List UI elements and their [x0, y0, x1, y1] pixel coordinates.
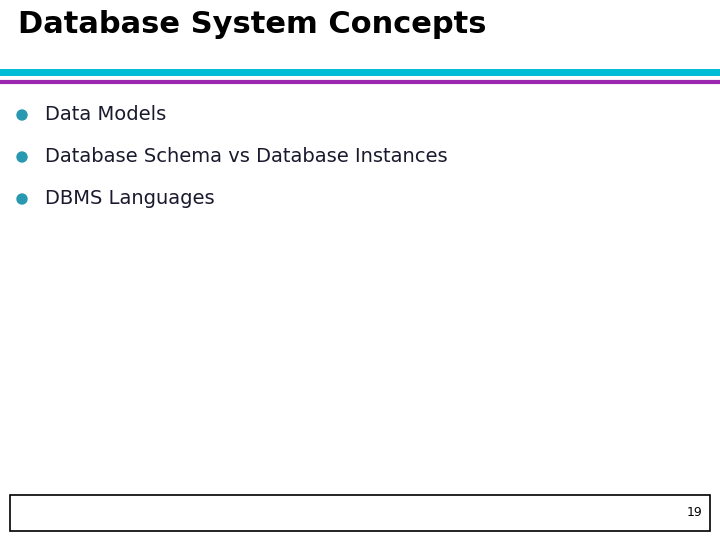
Circle shape — [17, 110, 27, 120]
Text: DBMS Languages: DBMS Languages — [45, 190, 215, 208]
Text: Data Models: Data Models — [45, 105, 166, 125]
Circle shape — [17, 194, 27, 204]
Text: Database Schema vs Database Instances: Database Schema vs Database Instances — [45, 147, 448, 166]
Bar — [10, 495, 710, 531]
Text: Database System Concepts: Database System Concepts — [18, 10, 487, 39]
Text: 19: 19 — [686, 507, 702, 519]
Circle shape — [17, 152, 27, 162]
